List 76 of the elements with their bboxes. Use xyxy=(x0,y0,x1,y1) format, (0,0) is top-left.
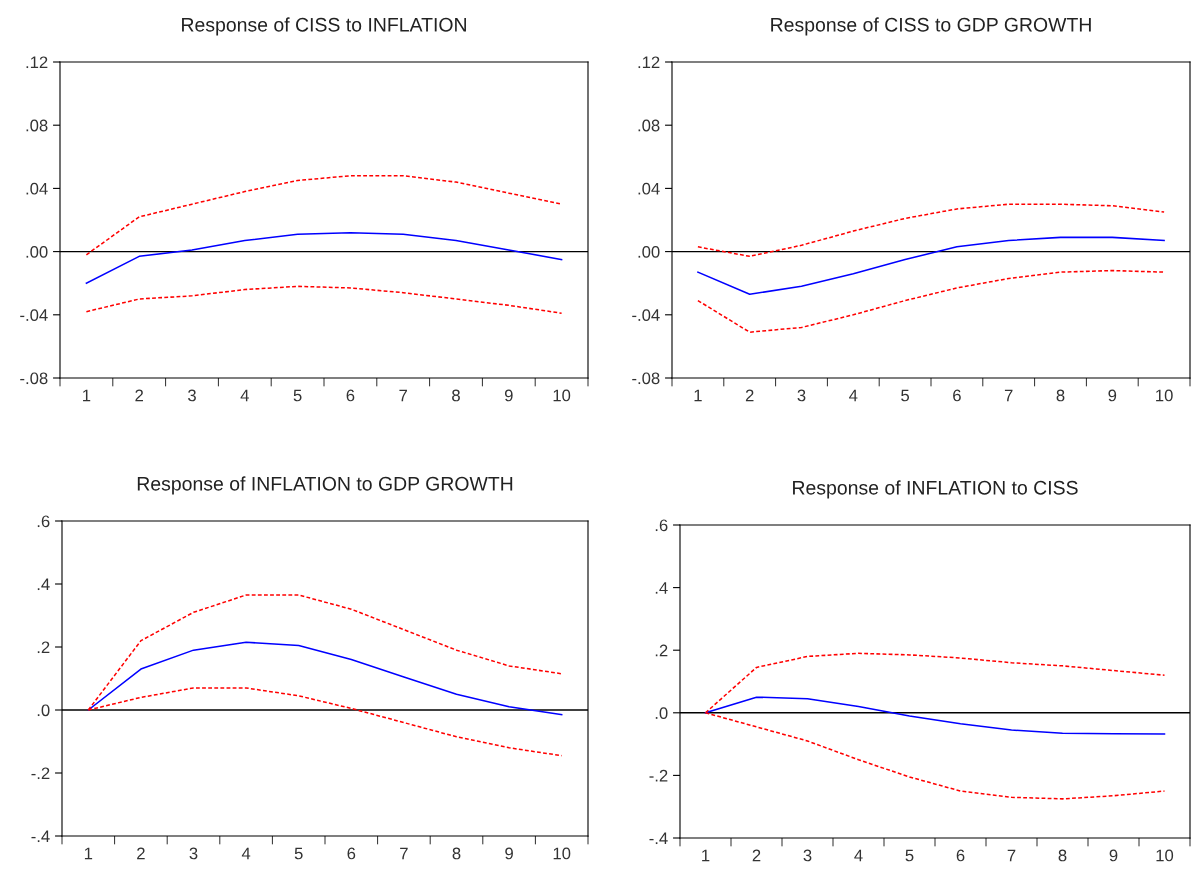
y-tick-label: .08 xyxy=(26,119,48,132)
y-tick-label: .04 xyxy=(26,182,48,195)
y-tick-label: .2 xyxy=(655,644,668,657)
x-tick-label: 10 xyxy=(1156,849,1174,862)
line-series xyxy=(697,236,1165,296)
x-tick-label: 2 xyxy=(137,847,145,860)
x-tick-label: 6 xyxy=(346,389,355,402)
x-tick-label: 9 xyxy=(1108,389,1117,402)
y-tick-label: -.4 xyxy=(31,830,50,843)
x-tick-label: 3 xyxy=(188,389,196,402)
x-tick-label: 7 xyxy=(1004,389,1013,402)
line-series xyxy=(87,641,563,716)
x-tick-label: 8 xyxy=(1058,849,1067,862)
x-tick-label: 10 xyxy=(553,847,571,860)
x-tick-label: 4 xyxy=(854,849,863,862)
y-tick-label: .2 xyxy=(37,641,50,654)
y-tick-label: .6 xyxy=(655,519,668,532)
x-tick-label: 6 xyxy=(956,849,965,862)
line-series xyxy=(704,696,1166,735)
y-tick-label: -.04 xyxy=(632,309,660,321)
line-series xyxy=(85,285,563,314)
x-tick-label: 8 xyxy=(452,389,460,402)
y-tick-label: .12 xyxy=(26,56,48,69)
y-tick-label: .00 xyxy=(26,246,48,258)
y-tick-label: -.2 xyxy=(31,767,50,780)
x-tick-label: 7 xyxy=(399,389,407,402)
x-tick-label: 4 xyxy=(241,847,251,860)
x-tick-label: 5 xyxy=(294,847,303,860)
x-tick-label: 5 xyxy=(901,389,910,402)
chart-title: Response of INFLATION to GDP GROWTH xyxy=(137,476,513,495)
y-tick-label: -.04 xyxy=(20,309,48,321)
y-tick-label: -.08 xyxy=(20,372,48,385)
y-tick-label: -.2 xyxy=(649,769,668,782)
y-tick-label: .00 xyxy=(638,246,660,258)
x-tick-label: 1 xyxy=(84,847,93,860)
x-tick-label: 1 xyxy=(83,389,91,402)
x-tick-label: 3 xyxy=(797,389,806,402)
x-tick-label: 7 xyxy=(400,847,408,860)
y-tick-label: .4 xyxy=(655,582,668,594)
y-tick-label: .6 xyxy=(37,515,50,528)
x-tick-label: 10 xyxy=(1156,389,1173,402)
x-tick-label: 2 xyxy=(135,389,143,402)
x-tick-label: 4 xyxy=(849,389,858,402)
x-tick-label: 2 xyxy=(752,849,761,862)
x-tick-label: 6 xyxy=(347,847,356,860)
x-tick-label: 6 xyxy=(953,389,961,402)
x-tick-label: 1 xyxy=(694,389,702,402)
x-tick-label: 9 xyxy=(505,847,513,860)
x-tick-label: 7 xyxy=(1007,849,1016,862)
x-tick-label: 9 xyxy=(504,389,513,402)
x-tick-label: 1 xyxy=(702,849,710,862)
x-tick-label: 9 xyxy=(1109,849,1118,862)
y-tick-label: .4 xyxy=(37,578,50,591)
y-tick-label: .0 xyxy=(37,704,50,717)
y-tick-label: -.08 xyxy=(632,372,660,385)
line-series xyxy=(85,231,563,284)
line-series xyxy=(85,174,563,256)
x-tick-label: 8 xyxy=(452,847,461,860)
line-series xyxy=(697,269,1165,333)
x-tick-label: 4 xyxy=(240,389,249,402)
y-tick-label: .08 xyxy=(638,119,660,132)
x-tick-label: 5 xyxy=(293,389,302,402)
line-series xyxy=(697,203,1165,258)
y-tick-label: .04 xyxy=(638,182,660,195)
x-tick-label: 10 xyxy=(553,389,571,402)
x-tick-label: 8 xyxy=(1056,389,1065,402)
y-tick-label: .0 xyxy=(655,707,668,719)
y-tick-label: -.4 xyxy=(649,832,668,845)
y-tick-label: .12 xyxy=(638,56,660,69)
x-tick-label: 3 xyxy=(803,849,812,862)
chart-title: Response of CISS to INFLATION xyxy=(182,17,466,36)
x-tick-label: 3 xyxy=(189,847,198,860)
x-tick-label: 2 xyxy=(745,389,754,402)
chart-title: Response of CISS to GDP GROWTH xyxy=(771,17,1091,36)
x-tick-label: 5 xyxy=(905,849,914,862)
chart-title: Response of INFLATION to CISS xyxy=(793,480,1078,499)
